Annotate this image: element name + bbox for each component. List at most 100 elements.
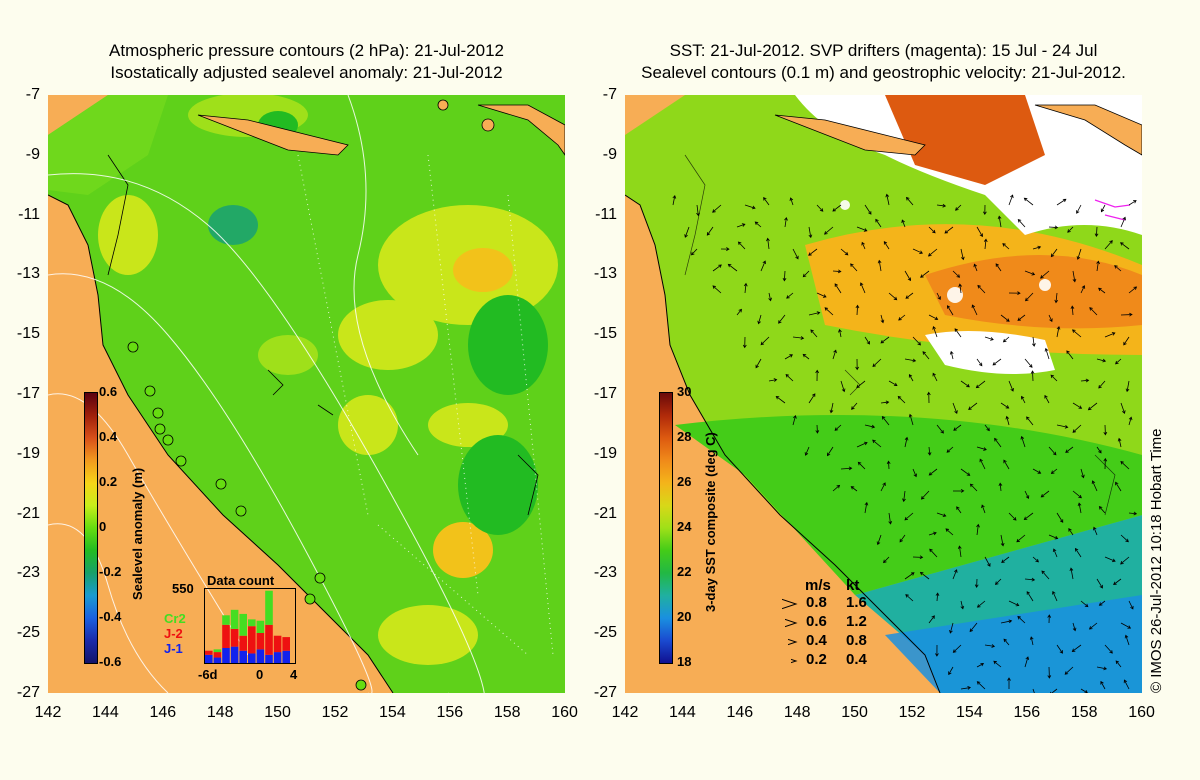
velocity-arrow	[897, 395, 906, 404]
inset-bar-j2	[256, 633, 265, 650]
velocity-arrow	[744, 204, 756, 210]
velocity-arrow	[1032, 468, 1042, 474]
longitude-tick-right: 150	[841, 704, 868, 721]
colorbar-tick: 0.4	[99, 429, 118, 444]
velocity-arrow	[760, 336, 770, 346]
velocity-arrow	[952, 569, 958, 580]
latitude-tick-left: -17	[16, 385, 40, 402]
velocity-arrow	[944, 226, 954, 234]
colorbar-tick: 0.6	[99, 384, 118, 399]
colorbar-tick: 0.2	[99, 474, 118, 489]
velocity-arrow	[935, 644, 939, 657]
velocity-arrow	[784, 216, 788, 228]
velocity-arrow	[880, 400, 890, 405]
longitude-tick-left: 146	[149, 704, 177, 721]
velocity-arrow	[994, 578, 1002, 585]
velocity-arrow	[973, 263, 978, 272]
velocity-arrow	[1098, 380, 1106, 389]
velocity-arrow	[902, 490, 906, 503]
velocity-arrow	[1080, 468, 1085, 479]
velocity-arrow	[993, 660, 1002, 668]
velocity-arrow	[960, 468, 971, 476]
velocity-legend-kt: 0.4	[846, 651, 867, 668]
latitude-tick-left: -13	[16, 265, 40, 283]
velocity-arrow	[1072, 424, 1082, 433]
island	[437, 99, 449, 111]
inset-bar-cr2	[222, 615, 230, 625]
velocity-arrow	[912, 336, 921, 346]
inset-title: Data count	[207, 573, 275, 588]
tide-gauge-marker	[127, 341, 139, 353]
velocity-arrow	[1032, 688, 1035, 693]
velocity-arrow	[1050, 248, 1058, 258]
velocity-arrow	[955, 204, 962, 211]
velocity-arrow	[768, 292, 772, 302]
latitude-tick-left: -25	[16, 624, 40, 642]
latitude-tick-left: -27	[16, 684, 40, 701]
velocity-legend-arrow	[791, 658, 798, 664]
velocity-arrow	[1076, 204, 1082, 214]
velocity-arrow	[856, 441, 868, 448]
velocity-arrow	[995, 263, 1002, 272]
inset-bar-cr2	[256, 620, 265, 633]
velocity-arrow	[952, 644, 962, 653]
velocity-arrow	[1024, 358, 1033, 368]
velocity-arrow	[1047, 666, 1052, 679]
anomaly-blob	[433, 522, 493, 578]
velocity-arrow	[949, 350, 954, 360]
velocity-arrow	[1056, 198, 1067, 206]
velocity-arrow	[976, 358, 983, 367]
velocity-arrow	[743, 282, 748, 294]
velocity-arrow	[1020, 435, 1026, 448]
longitude-tick-left: 160	[551, 704, 578, 721]
velocity-arrow	[974, 578, 979, 588]
velocity-arrow	[792, 336, 805, 340]
longitude-tick-right: 152	[898, 704, 926, 721]
velocity-arrow	[1008, 600, 1020, 607]
velocity-arrow	[1008, 380, 1014, 392]
colorbar-tick: 30	[677, 384, 692, 399]
velocity-arrow	[1050, 468, 1058, 474]
sst-colorbar-label: 3-day SST composite (deg C)	[703, 432, 718, 612]
velocity-arrow	[864, 204, 872, 215]
sealevel-anomaly-map[interactable]	[48, 95, 565, 693]
velocity-arrow	[832, 269, 842, 274]
latitude-tick-left: -21	[16, 504, 40, 522]
velocity-arrow	[971, 304, 978, 316]
velocity-arrow	[859, 282, 866, 294]
velocity-arrow	[1025, 292, 1034, 302]
velocity-arrow	[1020, 395, 1026, 404]
velocity-arrow	[979, 458, 986, 470]
velocity-arrow	[948, 666, 954, 676]
velocity-arrow	[785, 374, 794, 382]
velocity-arrow	[1120, 556, 1130, 565]
velocity-arrow	[760, 260, 767, 272]
velocity-arrow	[1094, 226, 1099, 237]
longitude-tick-right: 144	[669, 704, 696, 721]
velocity-arrow	[712, 264, 722, 272]
inset-bar-j2	[248, 626, 256, 654]
velocity-arrow	[1056, 424, 1069, 429]
velocity-arrow	[1017, 314, 1026, 321]
longitude-tick-right: 154	[956, 704, 983, 721]
velocity-arrow	[1074, 547, 1082, 558]
latitude-tick-right: -19	[593, 444, 617, 462]
velocity-arrow	[1123, 336, 1130, 346]
velocity-arrow	[1024, 656, 1030, 668]
velocity-arrow	[1002, 243, 1010, 250]
velocity-arrow	[1080, 688, 1088, 693]
island	[197, 114, 349, 156]
sst-map[interactable]	[625, 95, 1142, 693]
velocity-arrow	[982, 204, 987, 216]
velocity-arrow	[960, 686, 972, 690]
velocity-legend-ms: 0.2	[806, 651, 827, 668]
sealevel-colorbar	[84, 392, 98, 664]
velocity-arrow	[1026, 591, 1034, 602]
velocity-arrow	[1066, 350, 1074, 360]
velocity-arrow	[1005, 415, 1010, 426]
velocity-arrow	[1049, 688, 1058, 693]
velocity-legend-kt: 1.6	[846, 594, 867, 611]
velocity-arrow	[737, 241, 746, 250]
velocity-arrow	[1069, 567, 1074, 580]
velocity-arrow	[1098, 600, 1106, 606]
